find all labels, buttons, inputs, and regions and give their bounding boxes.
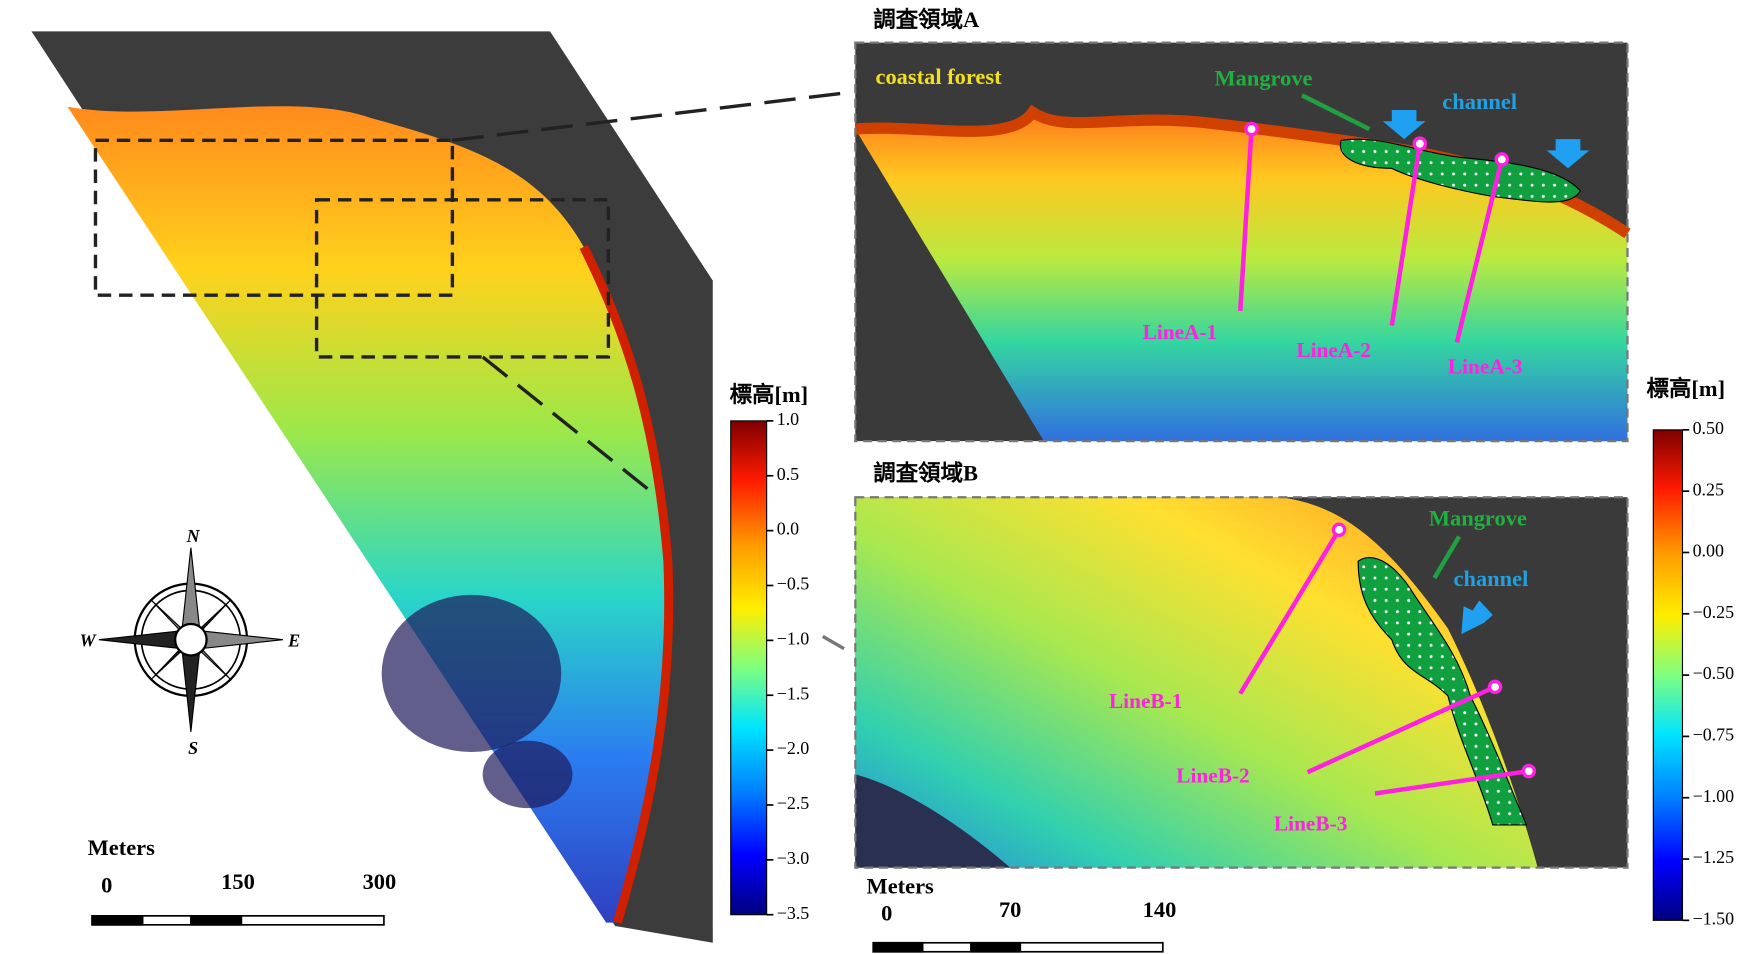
colorbar-tick-label: −1.0 [777,628,810,648]
annotation: channel [1442,89,1517,114]
colorbar-tick-label: −1.5 [777,683,810,703]
colorbar-title: 標高[m] [1647,375,1726,401]
scale-unit: Meters [867,873,935,898]
leader-line [823,636,844,648]
line-label: LineA-2 [1296,338,1371,362]
colorbar-tick-label: −1.00 [1693,786,1735,806]
colorbar-tick-label: −2.5 [777,793,810,813]
line-label: LineA-1 [1143,320,1218,344]
compass-e: E [287,630,300,650]
scale-label: 0 [101,872,112,897]
scale-label: 70 [999,897,1021,922]
colorbar-tick-label: −0.75 [1693,725,1735,745]
annotation: Mangrove [1214,65,1312,90]
scale-label: 300 [363,869,397,894]
colorbar-tick-label: 1.0 [777,409,799,429]
scale-bar [873,943,1163,952]
colorbar [1653,430,1682,920]
colorbar-tick-label: −2.0 [777,738,810,758]
colorbar-tick-label: −1.50 [1693,908,1735,928]
colorbar-tick-label: 0.50 [1693,418,1724,438]
scale-bar [92,916,384,925]
line-label: LineB-1 [1109,689,1182,713]
annotation: channel [1454,566,1529,591]
colorbar-tick-label: −3.5 [777,903,810,923]
colorbar-tick-label: −0.5 [777,574,810,594]
scale-label: 150 [221,869,255,894]
colorbar-title: 標高[m] [730,381,809,407]
colorbar [731,421,767,915]
line-label: LineA-3 [1448,355,1523,379]
colorbar-tick-label: −0.25 [1693,602,1735,622]
colorbar-tick-label: 0.0 [777,519,799,539]
compass-s: S [188,738,198,758]
colorbar-tick-label: −0.50 [1693,663,1735,683]
compass-w: W [80,630,97,650]
annotation: coastal forest [876,64,1003,89]
colorbar-tick-label: −3.0 [777,848,810,868]
colorbar-tick-label: 0.00 [1693,541,1724,561]
deep-area [382,595,562,752]
page: {"overview":{ "colorbar":{"title":"標高[m]… [0,0,1760,954]
colorbar-tick-label: 0.5 [777,464,799,484]
scale-label: 140 [1143,897,1177,922]
colorbar-tick-label: 0.25 [1693,479,1724,499]
compass [99,548,283,732]
line-label: LineB-3 [1274,812,1347,836]
compass-n: N [186,526,201,546]
panel-title: 調査領域A [873,6,980,32]
annotation: Mangrove [1429,505,1527,530]
panel-title: 調査領域B [873,459,978,485]
figure: N S W E Meters 0 150 300 標高[m] 1.0 0.5 0.0… [0,0,1760,954]
line-label: LineB-2 [1176,763,1249,787]
scale-label: 0 [881,900,892,925]
deep-area [483,741,573,808]
colorbar-tick-label: −1.25 [1693,847,1735,867]
scale-unit: Meters [88,835,156,860]
